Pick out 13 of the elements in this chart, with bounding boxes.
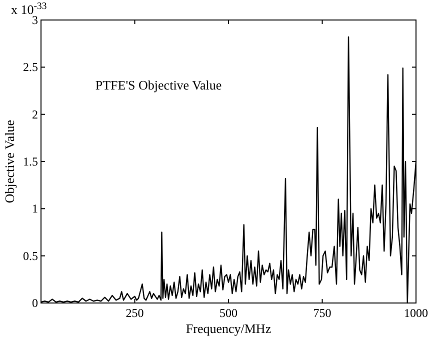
x-axis-title: Frequency/MHz [186,321,272,336]
y-tick-label: 2 [32,107,38,122]
x-tick-label: 500 [220,306,238,320]
annotation: PTFE'S Objective Value [95,77,222,92]
x-tick-label: 1000 [404,306,428,320]
y-tick-label: 0 [32,296,38,310]
x-tick-label: 250 [126,306,144,320]
x-tick-label: 750 [313,306,332,320]
y-tick-label: 1 [32,202,38,216]
y-axis-title: Objective Value [2,120,17,204]
y-tick-label: 0.5 [23,248,38,263]
y-tick-label: 2.5 [23,60,38,74]
y-tick-label: 1.5 [23,154,38,168]
